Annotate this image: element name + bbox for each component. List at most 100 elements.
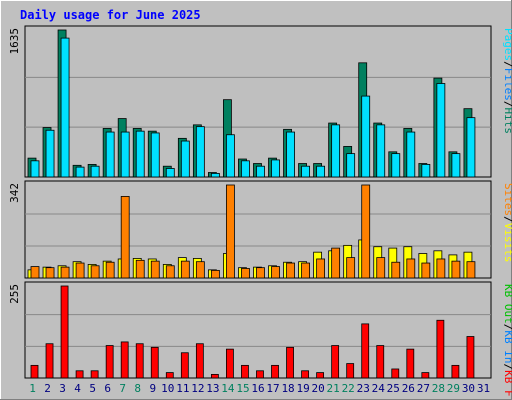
bar-sites-day-19 [301,262,310,279]
bar-kb-f-day-3 [60,285,69,379]
bar-files-day-8 [135,130,145,178]
bar-files-day-19 [301,165,310,178]
bar-sites-day-25 [391,261,401,279]
panel-1-ymax-label: 1635 [8,28,21,55]
bar-sites-day-7 [120,196,130,279]
bar-sites-day-26 [406,258,416,279]
legend-entry: Visits [502,223,512,263]
bar-sites-day-4 [75,262,85,279]
legend-separator: / [502,364,512,371]
bar-files-day-28 [436,83,446,178]
bar-files-day-16 [256,165,265,178]
bar-files-day-23 [361,95,371,178]
x-tick-label: 11 [176,382,189,395]
x-tick-label: 19 [296,382,309,395]
bar-kb-f-day-10 [165,372,174,379]
bar-files-day-17 [271,159,280,178]
panel-2-ymax-label: 342 [8,183,21,203]
bar-files-day-5 [90,165,100,178]
bar-files-day-26 [406,131,416,178]
x-tick-label: 20 [312,382,325,395]
bar-sites-day-9 [150,260,160,279]
legend-separator: / [502,324,512,331]
bar-kb-f-day-1 [30,364,39,379]
bar-files-day-15 [241,160,250,178]
bar-kb-f-day-22 [346,363,355,379]
legend-entry: KB In [502,330,512,363]
bar-files-day-11 [180,140,190,178]
panel-3-legend: KB Out/KB In/KB F [502,284,512,397]
bar-files-day-9 [150,132,160,178]
panel-3-plot-area [24,281,492,379]
bar-kb-f-day-20 [316,372,325,379]
bar-sites-day-3 [60,266,70,279]
x-tick-label: 25 [387,382,400,395]
bar-sites-day-17 [271,266,280,279]
legend-entry: Pages [502,28,512,61]
legend-separator: / [502,216,512,223]
x-tick-label: 10 [161,382,174,395]
bar-kb-f-day-16 [256,370,264,379]
bar-kb-f-day-8 [135,343,144,379]
x-tick-label: 6 [104,382,111,395]
bar-sites-day-15 [241,268,250,279]
bar-files-day-3 [60,37,70,178]
x-tick-label: 26 [402,382,415,395]
bar-sites-day-14 [226,184,235,279]
x-tick-label: 3 [59,382,66,395]
x-tick-label: 1 [29,382,36,395]
legend-separator: / [502,61,512,68]
legend-entry: KB F [502,370,512,397]
bar-files-day-6 [105,131,115,178]
bar-sites-day-29 [451,260,461,279]
bar-sites-day-23 [361,184,371,279]
bar-kb-f-day-29 [451,364,460,379]
bar-kb-f-day-4 [75,370,84,379]
bar-sites-day-11 [180,260,190,279]
bar-kb-f-day-17 [271,364,279,379]
bar-kb-f-day-2 [45,343,54,379]
legend-entry: Hits [502,108,512,135]
x-tick-label: 7 [119,382,126,395]
x-tick-label: 15 [236,382,249,395]
x-tick-label: 12 [191,382,204,395]
bar-kb-f-day-6 [105,345,114,379]
bar-files-day-4 [75,166,85,178]
panel-1-plot-area [24,25,492,178]
x-tick-label: 8 [134,382,141,395]
bar-files-day-27 [421,164,431,178]
bar-sites-day-22 [346,257,356,279]
x-tick-label: 16 [251,382,264,395]
bar-kb-f-day-28 [436,319,445,379]
x-tick-label: 21 [327,382,340,395]
bar-sites-day-1 [30,266,40,279]
bar-kb-f-day-7 [120,341,129,379]
bar-files-day-1 [30,160,40,178]
bar-kb-f-day-27 [421,372,430,379]
x-tick-label: 24 [372,382,386,395]
bar-sites-day-28 [436,258,446,279]
x-tick-label: 29 [447,382,460,395]
bar-files-day-18 [286,131,295,178]
bar-sites-day-6 [105,261,115,279]
bar-files-day-30 [466,117,476,178]
bar-kb-f-day-18 [286,346,294,379]
bar-kb-f-day-30 [466,336,475,379]
bar-kb-f-day-11 [180,352,189,379]
bar-files-day-22 [346,153,356,178]
x-tick-label: 13 [206,382,219,395]
x-tick-label: 17 [266,382,279,395]
x-tick-label: 5 [89,382,96,395]
bar-files-day-29 [451,153,461,178]
legend-entry: KB Out [502,284,512,324]
bar-sites-day-27 [421,262,431,279]
x-tick-label: 4 [74,382,81,395]
bar-sites-day-10 [165,265,175,279]
x-tick-label: 30 [462,382,475,395]
bar-kb-f-day-25 [391,368,400,379]
bar-kb-f-day-26 [406,348,415,379]
bar-sites-day-8 [135,259,145,279]
bar-files-day-21 [331,124,341,178]
bar-files-day-24 [376,124,386,178]
